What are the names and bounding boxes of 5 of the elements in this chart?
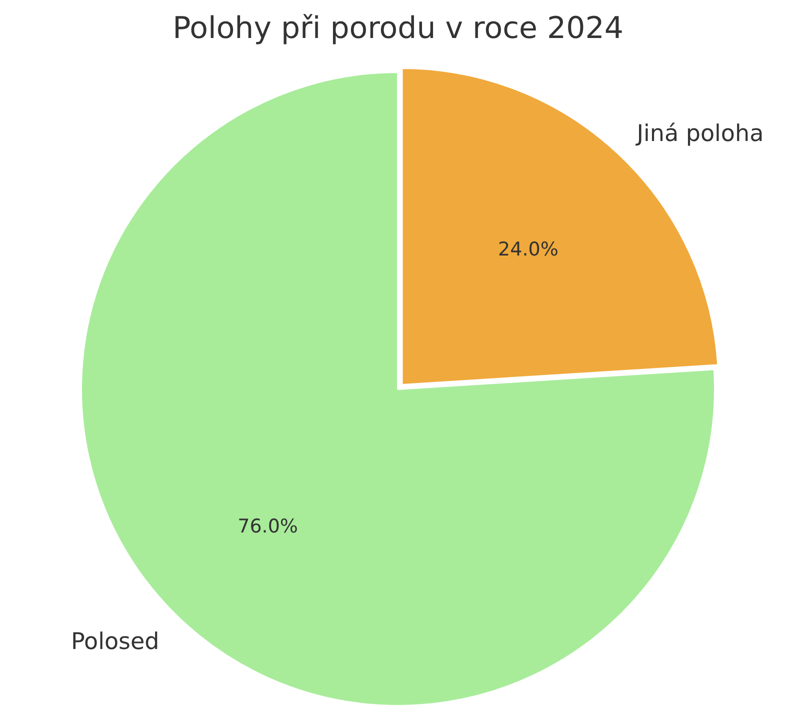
slice-label: Jiná poloha <box>634 120 764 147</box>
data-label: 76.0% <box>238 516 298 538</box>
chart-title: Polohy při porodu v roce 2024 <box>172 10 624 46</box>
slice-label: Polosed <box>70 629 160 656</box>
data-label: 24.0% <box>498 238 558 260</box>
